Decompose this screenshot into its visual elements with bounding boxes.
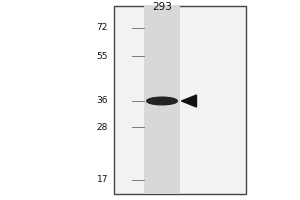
- Ellipse shape: [147, 97, 177, 105]
- Text: 17: 17: [97, 176, 108, 184]
- Text: 293: 293: [152, 2, 172, 12]
- Bar: [144, 6, 180, 194]
- Text: 36: 36: [97, 96, 108, 105]
- Text: 28: 28: [97, 123, 108, 132]
- Text: 55: 55: [97, 52, 108, 61]
- Text: 72: 72: [97, 23, 108, 32]
- Bar: [114, 6, 246, 194]
- Polygon shape: [182, 95, 196, 107]
